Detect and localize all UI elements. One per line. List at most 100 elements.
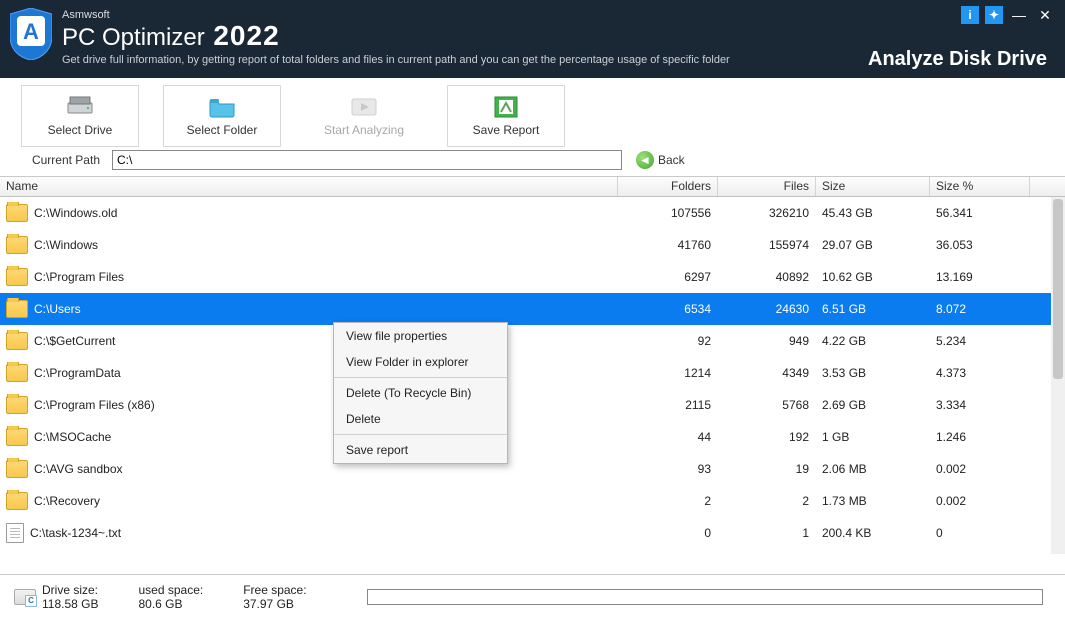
- row-pct: 8.072: [930, 300, 1030, 318]
- table-body: C:\Windows.old10755632621045.43 GB56.341…: [0, 197, 1065, 549]
- select-folder-button[interactable]: Select Folder: [162, 84, 282, 148]
- table-row[interactable]: C:\MSOCache 441921 GB1.246: [0, 421, 1065, 453]
- row-size: 200.4 KB: [816, 524, 930, 542]
- row-folders: 93: [618, 460, 718, 478]
- table-row[interactable]: C:\Recovery221.73 MB0.002: [0, 485, 1065, 517]
- row-name: C:\Program Files (x86): [34, 398, 155, 412]
- row-pct: 0.002: [930, 460, 1030, 478]
- row-files: 155974: [718, 236, 816, 254]
- table-row[interactable]: C:\Windows4176015597429.07 GB36.053: [0, 229, 1065, 261]
- row-files: 40892: [718, 268, 816, 286]
- row-size: 1.73 MB: [816, 492, 930, 510]
- row-pct: 1.246: [930, 428, 1030, 446]
- free-space-value: 37.97 GB: [243, 597, 294, 611]
- row-name: C:\Users: [34, 302, 81, 316]
- row-folders: 41760: [618, 236, 718, 254]
- folder-icon: [6, 364, 28, 382]
- info-icon[interactable]: i: [961, 6, 979, 24]
- table-row[interactable]: C:\task-1234~.txt01200.4 KB0: [0, 517, 1065, 549]
- row-pct: 3.334: [930, 396, 1030, 414]
- folder-icon: [6, 236, 28, 254]
- select-folder-label: Select Folder: [187, 123, 258, 137]
- toolbar: Select Drive Select Folder Start Analyzi…: [0, 78, 1065, 148]
- file-icon: [6, 523, 24, 543]
- row-files: 326210: [718, 204, 816, 222]
- row-name: C:\Recovery: [34, 494, 100, 508]
- scroll-thumb[interactable]: [1053, 199, 1063, 379]
- col-name[interactable]: Name: [0, 177, 618, 196]
- row-folders: 6297: [618, 268, 718, 286]
- select-drive-button[interactable]: Select Drive: [20, 84, 140, 148]
- row-folders: 6534: [618, 300, 718, 318]
- col-folders[interactable]: Folders: [618, 177, 718, 196]
- page-title: Analyze Disk Drive: [868, 48, 1047, 71]
- svg-text:A: A: [23, 19, 39, 44]
- table-row[interactable]: C:\Program Files (x86) 211557682.69 GB3.3…: [0, 389, 1065, 421]
- folder-icon: [6, 428, 28, 446]
- col-files[interactable]: Files: [718, 177, 816, 196]
- folder-icon: [6, 268, 28, 286]
- select-drive-label: Select Drive: [48, 123, 113, 137]
- row-name: C:\ProgramData: [34, 366, 121, 380]
- row-name: C:\task-1234~.txt: [30, 526, 121, 540]
- progress-bar: [367, 589, 1043, 605]
- row-folders: 44: [618, 428, 718, 446]
- titlebar: A Asmwsoft PC Optimizer 2022 Get drive f…: [0, 0, 1065, 78]
- row-files: 5768: [718, 396, 816, 414]
- table-row[interactable]: C:\Windows.old10755632621045.43 GB56.341: [0, 197, 1065, 229]
- back-button[interactable]: ◄ Back: [636, 151, 685, 169]
- vertical-scrollbar[interactable]: [1051, 197, 1065, 554]
- drive-icon: [66, 95, 94, 119]
- back-arrow-icon: ◄: [636, 151, 654, 169]
- start-analyzing-button: Start Analyzing: [304, 84, 424, 148]
- table-row[interactable]: C:\Users6534246306.51 GB8.072: [0, 293, 1065, 325]
- table-row[interactable]: C:\$GetCurrent929494.22 GB5.234: [0, 325, 1065, 357]
- results-table: Name Folders Files Size Size % C:\Window…: [0, 176, 1065, 554]
- back-label: Back: [658, 153, 685, 167]
- current-path-input[interactable]: [112, 150, 622, 170]
- col-pct[interactable]: Size %: [930, 177, 1030, 196]
- table-row[interactable]: C:\Program Files62974089210.62 GB13.169: [0, 261, 1065, 293]
- row-pct: 56.341: [930, 204, 1030, 222]
- path-row: Current Path ◄ Back: [0, 148, 1065, 176]
- row-name: C:\Windows.old: [34, 206, 117, 220]
- row-files: 192: [718, 428, 816, 446]
- table-header: Name Folders Files Size Size %: [0, 177, 1065, 197]
- row-folders: 2115: [618, 396, 718, 414]
- menu-delete-recycle[interactable]: Delete (To Recycle Bin): [334, 380, 507, 406]
- row-name: C:\AVG sandbox: [34, 462, 123, 476]
- drive-size-value: 118.58 GB: [42, 597, 98, 611]
- row-files: 949: [718, 332, 816, 350]
- row-folders: 1214: [618, 364, 718, 382]
- app-title: PC Optimizer 2022: [62, 22, 730, 52]
- app-logo-icon: A: [10, 8, 52, 60]
- row-pct: 13.169: [930, 268, 1030, 286]
- row-size: 2.06 MB: [816, 460, 930, 478]
- free-space-label: Free space:: [243, 583, 306, 597]
- row-files: 1: [718, 524, 816, 542]
- table-row[interactable]: C:\ProgramData121443493.53 GB4.373: [0, 357, 1065, 389]
- table-row[interactable]: C:\AVG sandbox 93192.06 MB0.002: [0, 453, 1065, 485]
- save-report-button[interactable]: Save Report: [446, 84, 566, 148]
- row-size: 2.69 GB: [816, 396, 930, 414]
- row-size: 10.62 GB: [816, 268, 930, 286]
- menu-save-report[interactable]: Save report: [334, 437, 507, 463]
- row-size: 1 GB: [816, 428, 930, 446]
- menu-delete[interactable]: Delete: [334, 406, 507, 432]
- row-pct: 4.373: [930, 364, 1030, 382]
- row-folders: 107556: [618, 204, 718, 222]
- context-menu: View file properties View Folder in expl…: [333, 322, 508, 464]
- start-analyzing-label: Start Analyzing: [324, 123, 404, 137]
- row-size: 3.53 GB: [816, 364, 930, 382]
- save-report-icon: [492, 95, 520, 119]
- language-icon[interactable]: ✦: [985, 6, 1003, 24]
- row-name: C:\MSOCache: [34, 430, 111, 444]
- row-files: 19: [718, 460, 816, 478]
- close-button[interactable]: ✕: [1035, 7, 1055, 24]
- col-size[interactable]: Size: [816, 177, 930, 196]
- menu-view-properties[interactable]: View file properties: [334, 323, 507, 349]
- app-title-year: 2022: [213, 20, 279, 51]
- menu-view-explorer[interactable]: View Folder in explorer: [334, 349, 507, 375]
- minimize-button[interactable]: —: [1009, 7, 1029, 23]
- folder-icon: [6, 460, 28, 478]
